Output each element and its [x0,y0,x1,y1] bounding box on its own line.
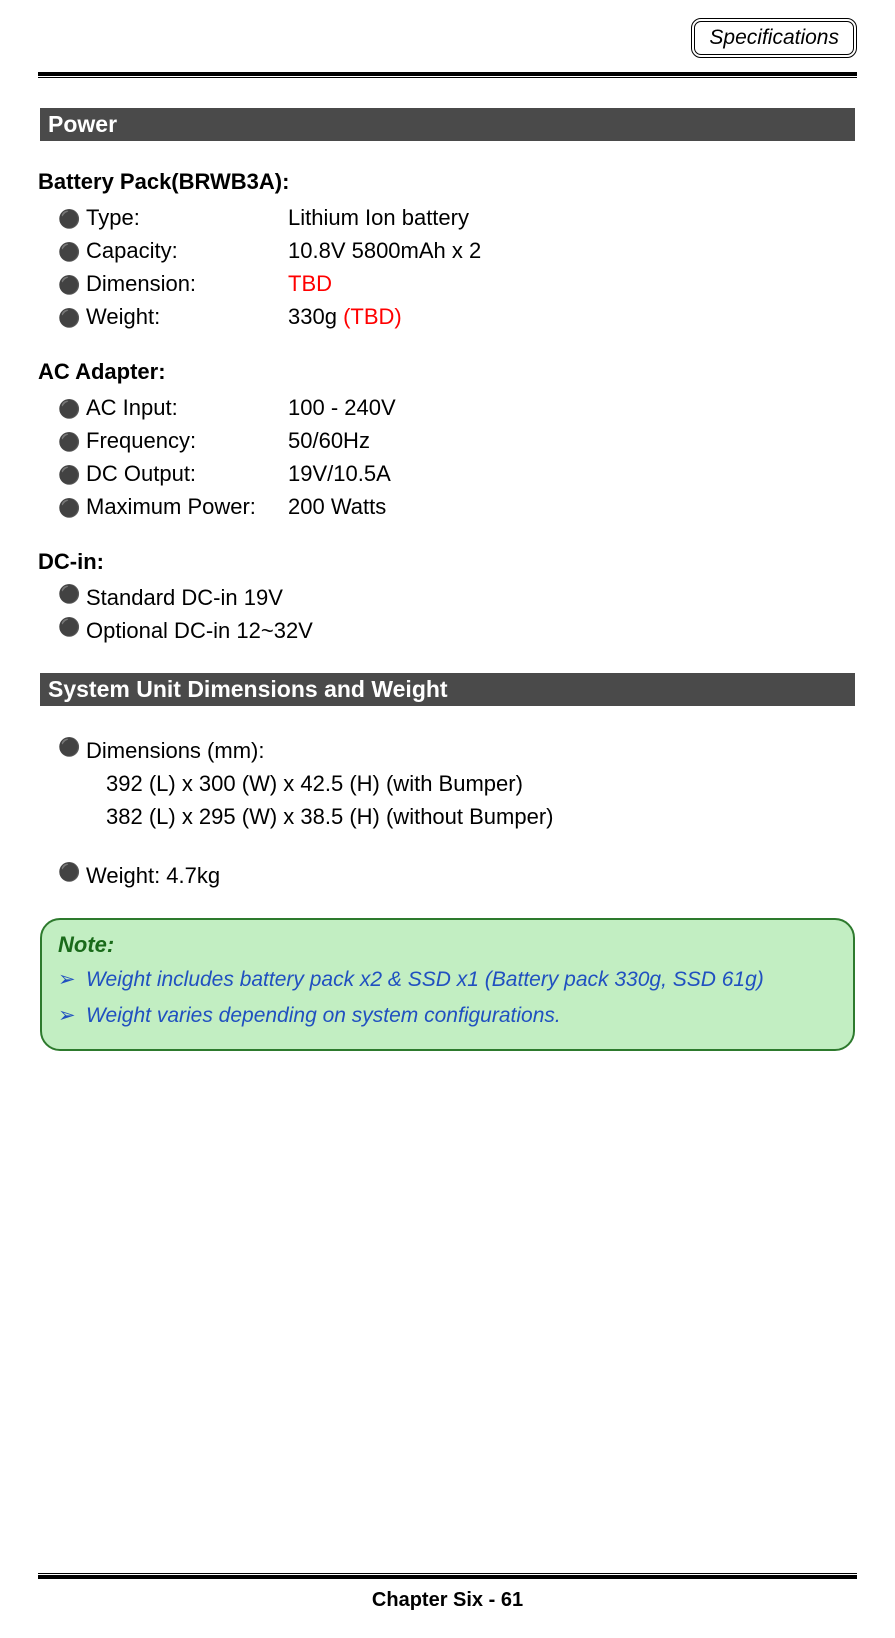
spec-label: Type: [86,201,288,234]
list-item: ⚫ Standard DC-in 19V [38,581,857,614]
spec-item: ⚫ Maximum Power: 200 Watts [38,490,857,523]
arrow-icon: ➢ [58,962,86,998]
spec-value: Lithium Ion battery [288,201,469,234]
adapter-title: AC Adapter: [38,359,857,385]
note-text: Weight includes battery pack x2 & SSD x1… [86,962,764,998]
spec-label: Dimension: [86,267,288,300]
weight-text: Weight: 4.7kg [86,859,220,892]
footer-text: Chapter Six - 61 [38,1589,857,1612]
spec-value: TBD [288,267,332,300]
battery-title: Battery Pack(BRWB3A): [38,169,857,195]
note-title: Note: [58,932,837,958]
note-item: ➢ Weight includes battery pack x2 & SSD … [58,962,837,998]
dcin-title: DC-in: [38,549,857,575]
spec-item: ⚫ AC Input: 100 - 240V [38,391,857,424]
spec-item: ⚫ Frequency: 50/60Hz [38,424,857,457]
section-power-title: Power [40,108,855,141]
dim-label: Dimensions (mm): [86,734,264,767]
spec-label: DC Output: [86,457,288,490]
spec-value: 19V/10.5A [288,457,391,490]
bullet-icon: ⚫ [58,272,86,299]
list-text: Standard DC-in 19V [86,581,283,614]
spec-item: ⚫ Weight: 330g (TBD) [38,300,857,333]
note-list: ➢ Weight includes battery pack x2 & SSD … [58,962,837,1033]
spec-value: 200 Watts [288,490,386,523]
weight-list: ⚫ Weight: 4.7kg [38,859,857,892]
page-footer: Chapter Six - 61 [38,1573,857,1612]
spec-item: ⚫ DC Output: 19V/10.5A [38,457,857,490]
list-item: ⚫ Weight: 4.7kg [38,859,857,892]
bullet-icon: ⚫ [58,614,86,647]
header-label: Specifications [691,18,857,58]
bullet-icon: ⚫ [58,206,86,233]
dim-line: 382 (L) x 295 (W) x 38.5 (H) (without Bu… [58,800,857,833]
spec-value: 50/60Hz [288,424,370,457]
bullet-icon: ⚫ [58,462,86,489]
header-divider [38,72,857,78]
bullet-icon: ⚫ [58,581,86,614]
spec-value: 330g (TBD) [288,300,402,333]
spec-label: AC Input: [86,391,288,424]
section-dimensions-title: System Unit Dimensions and Weight [40,673,855,706]
footer-divider [38,1573,857,1579]
spec-label: Weight: [86,300,288,333]
bullet-icon: ⚫ [58,305,86,332]
battery-list: ⚫ Type: Lithium Ion battery ⚫ Capacity: … [38,201,857,333]
spec-label: Maximum Power: [86,490,288,523]
arrow-icon: ➢ [58,998,86,1034]
note-item: ➢ Weight varies depending on system conf… [58,998,837,1034]
note-text: Weight varies depending on system config… [86,998,561,1034]
bullet-icon: ⚫ [58,495,86,522]
spec-label: Frequency: [86,424,288,457]
bullet-icon: ⚫ [58,734,86,767]
spec-value: 10.8V 5800mAh x 2 [288,234,481,267]
spec-item: ⚫ Dimension: TBD [38,267,857,300]
spec-value: 100 - 240V [288,391,396,424]
bullet-icon: ⚫ [58,239,86,266]
bullet-icon: ⚫ [58,429,86,456]
spec-item: ⚫ Capacity: 10.8V 5800mAh x 2 [38,234,857,267]
adapter-list: ⚫ AC Input: 100 - 240V ⚫ Frequency: 50/6… [38,391,857,523]
dcin-list: ⚫ Standard DC-in 19V ⚫ Optional DC-in 12… [38,581,857,647]
list-item: ⚫ Optional DC-in 12~32V [38,614,857,647]
list-text: Optional DC-in 12~32V [86,614,313,647]
note-box: Note: ➢ Weight includes battery pack x2 … [40,918,855,1051]
dim-line: 392 (L) x 300 (W) x 42.5 (H) (with Bumpe… [58,767,857,800]
bullet-icon: ⚫ [58,396,86,423]
bullet-icon: ⚫ [58,859,86,892]
spec-label: Capacity: [86,234,288,267]
spec-item: ⚫ Type: Lithium Ion battery [38,201,857,234]
dimensions-block: ⚫ Dimensions (mm): 392 (L) x 300 (W) x 4… [38,734,857,833]
